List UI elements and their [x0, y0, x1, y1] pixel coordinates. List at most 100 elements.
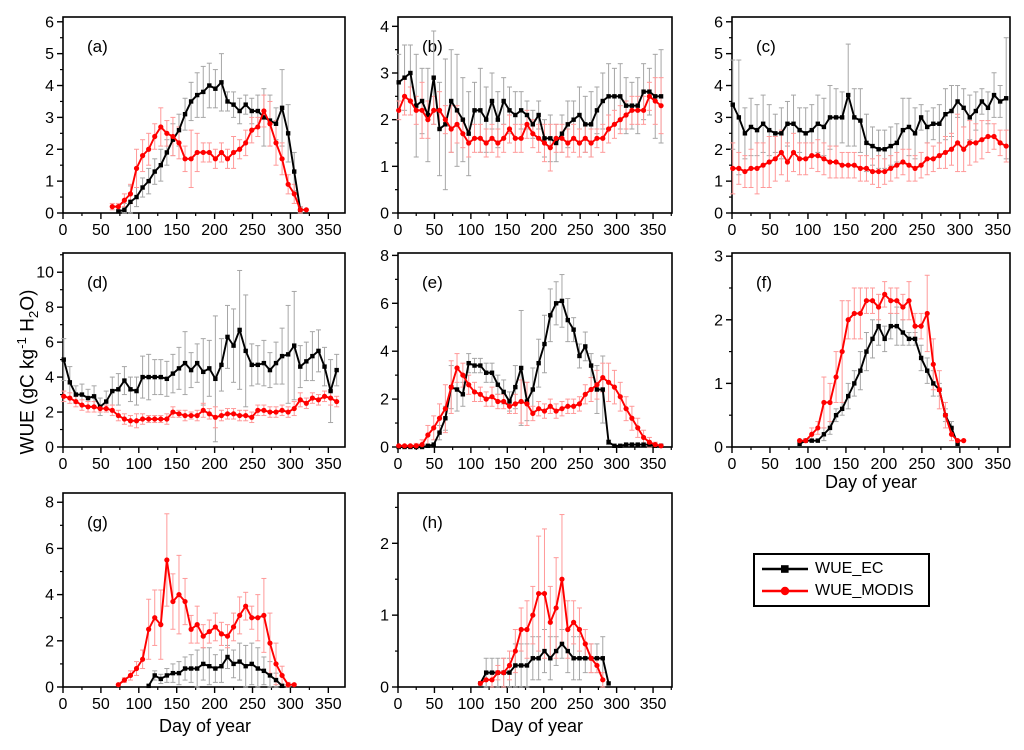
wue_modis-marker [833, 159, 839, 165]
x-tick-label: 350 [984, 222, 1011, 239]
wue_ec-marker [536, 656, 541, 661]
wue_modis-marker [218, 149, 225, 156]
wue_modis-marker [309, 395, 316, 401]
wue_ec-marker [231, 102, 236, 107]
wue_ec-marker [852, 381, 857, 386]
wue_ec-marker [176, 670, 182, 676]
x-tick-label: 350 [640, 696, 667, 713]
wue_ec-marker [472, 363, 477, 368]
wue_modis-marker [315, 397, 322, 403]
panel-h: 0 50 100 150 200 250 300 350 0 1 2 (h) [380, 492, 673, 713]
x-tick-label: 300 [603, 456, 630, 473]
wue_ec-marker [164, 376, 170, 382]
x-tick-label: 200 [871, 456, 898, 473]
wue_modis-marker [784, 159, 791, 165]
wue_modis-marker [121, 197, 128, 203]
wue_modis-marker [506, 662, 513, 669]
wue_modis-marker [109, 407, 115, 413]
wue_ec-marker [501, 98, 506, 104]
wue_ec-marker [310, 353, 315, 359]
wue_ec-marker [1004, 96, 1009, 101]
y-tick-label: 1 [45, 174, 54, 191]
wue_ec-marker [466, 360, 471, 366]
y-tick-label: 8 [45, 495, 54, 512]
wue_ec-marker [785, 121, 790, 126]
x-tick-label: 300 [603, 696, 630, 713]
x-tick-label: 0 [59, 456, 68, 473]
wue_ec-marker [507, 670, 512, 675]
wue_modis-marker [255, 615, 261, 621]
wue_ec-marker [864, 349, 869, 354]
wue_modis-marker [489, 677, 495, 683]
wue_modis-marker [431, 425, 437, 431]
wue_modis-marker [267, 121, 273, 127]
wue_modis-marker [396, 107, 402, 113]
wue_modis-marker [588, 655, 594, 661]
wue_ec-marker [641, 89, 646, 94]
wue_modis-marker [146, 416, 152, 422]
wue_ec-marker [194, 92, 200, 98]
x-tick-label: 150 [163, 456, 190, 473]
wue_modis-marker [882, 168, 888, 175]
wue_modis-marker [73, 398, 79, 405]
legend-item-wue-modis: WUE_MODIS [761, 581, 922, 601]
x-tick-label: 50 [426, 222, 444, 239]
wue_modis-marker [833, 374, 839, 380]
wue_ec-marker [571, 327, 576, 332]
y-axis-label-mid: H [17, 318, 39, 338]
wue_ec-marker [542, 648, 547, 654]
wue_modis-marker [182, 598, 188, 605]
wue_modis-marker [133, 165, 140, 171]
wue_ec-marker [292, 343, 297, 348]
wue_ec-marker [267, 673, 273, 678]
wue_modis-marker [139, 153, 146, 159]
wue_modis-marker [536, 406, 542, 412]
wue_modis-marker [483, 140, 489, 146]
wue_modis-marker [133, 418, 140, 424]
wue_ec-marker [61, 357, 66, 362]
wue_ec-marker [255, 666, 261, 671]
wue_modis-marker [506, 126, 513, 132]
wue_modis-marker [851, 162, 857, 168]
wue_modis-marker [109, 204, 115, 210]
wue_ec-marker [961, 105, 966, 111]
wue_modis-marker [736, 165, 742, 171]
wue_modis-marker [454, 365, 460, 371]
wue_modis-marker [888, 298, 894, 304]
panel-label-h: (h) [422, 513, 443, 532]
wue_modis-marker [869, 168, 876, 175]
x-tick-label: 0 [728, 456, 737, 473]
wue_modis-marker [103, 405, 109, 412]
wue_ec-marker [583, 344, 588, 349]
wue_ec-marker [182, 360, 188, 366]
wue_ec-marker [894, 323, 900, 329]
wue-modis-line-marker-icon [762, 586, 808, 596]
wue_ec-marker [600, 387, 605, 392]
wue_modis-marker [742, 168, 748, 175]
wue_ec-marker [207, 83, 212, 88]
wue_modis-marker [267, 409, 273, 415]
wue_modis-marker [553, 605, 559, 611]
x-tick-label: 50 [761, 222, 779, 239]
wue_modis-marker [821, 399, 827, 406]
wue_ec-marker [110, 388, 115, 394]
wue_ec-marker [194, 360, 200, 366]
wue_ec-marker [164, 150, 170, 155]
wue_modis-marker [188, 412, 194, 419]
wue_modis-marker [530, 410, 536, 417]
panel-b: 0 50 100 150 200 250 300 350 0 1 2 3 4 (b) [380, 16, 673, 239]
wue_modis-marker [483, 396, 489, 402]
wue_ec-marker [261, 360, 267, 366]
wue_ec-marker [140, 185, 145, 190]
wue_modis-marker [249, 414, 255, 420]
wue_ec-marker [635, 442, 640, 447]
x-tick-label: 150 [833, 222, 860, 239]
wue_ec-marker [396, 80, 401, 85]
wue_modis-marker [182, 156, 188, 162]
wue_modis-marker [212, 156, 218, 162]
x-tick-label: 0 [59, 222, 68, 239]
wue_ec-marker [243, 664, 248, 669]
wue_modis-marker [576, 140, 583, 146]
wue_ec-marker [955, 441, 960, 447]
wue_modis-marker [635, 425, 641, 431]
